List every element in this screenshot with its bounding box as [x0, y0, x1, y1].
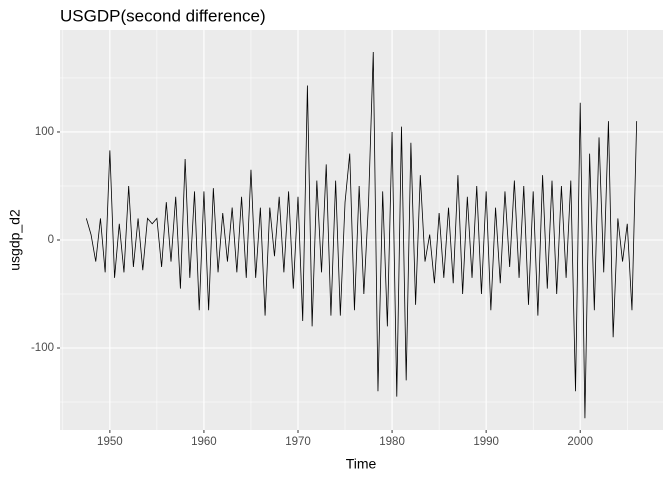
x-tick-label: 1960: [191, 436, 217, 448]
y-tick-label: -100: [31, 342, 54, 354]
x-tick-label: 1990: [473, 436, 499, 448]
y-axis-label: usgdp_d2: [7, 209, 23, 271]
x-tick-label: 1950: [97, 436, 123, 448]
x-tick-label: 1970: [285, 436, 311, 448]
x-tick-label: 2000: [567, 436, 593, 448]
x-tick-label: 1980: [379, 436, 405, 448]
panel: [60, 30, 663, 430]
y-tick-label: 100: [35, 126, 54, 138]
chart-title: USGDP(second difference): [60, 6, 266, 25]
x-axis-label: Time: [346, 456, 377, 472]
series-line: [85, 52, 638, 419]
y-tick-label: 0: [48, 234, 54, 246]
